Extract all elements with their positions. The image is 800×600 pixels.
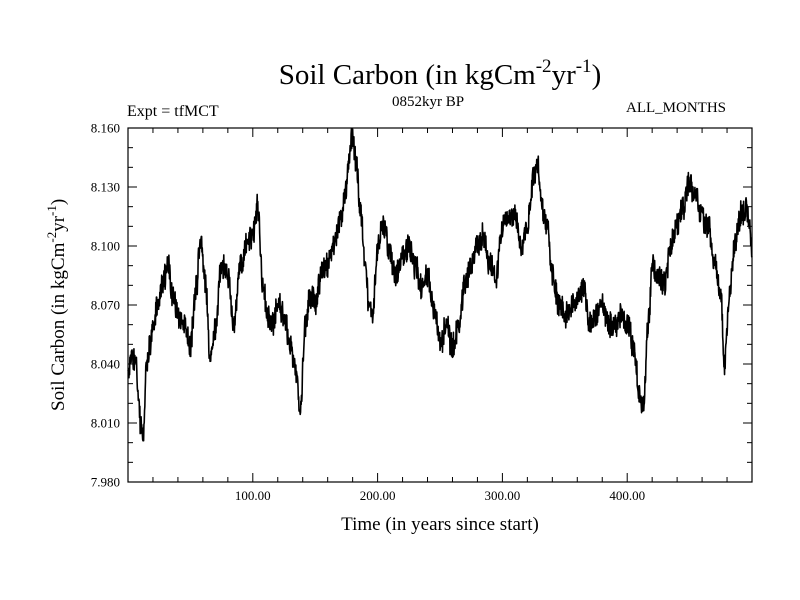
y-tick-label: 8.010 (91, 416, 120, 431)
chart-title: Soil Carbon (in kgCm-2yr-1) (278, 56, 602, 91)
x-axis-label: Time (in years since start) (341, 514, 539, 535)
x-tick-label: 100.00 (235, 488, 271, 503)
y-tick-label: 8.070 (91, 298, 120, 313)
plot-frame (127, 127, 753, 483)
y-tick-label: 8.100 (91, 239, 120, 254)
series-layer (127, 128, 753, 442)
y-tick-label: 8.160 (91, 121, 120, 136)
months-label: ALL_MONTHS (626, 100, 726, 116)
series-line-0 (127, 128, 753, 442)
y-tick-label: 8.040 (91, 357, 120, 372)
x-tick-label: 400.00 (609, 488, 645, 503)
x-tick-label: 200.00 (360, 488, 396, 503)
tick-layer: 100.00 200.00 300.00 400.00 7.980 8.010 8.040 8… (91, 121, 752, 503)
period-label: 0852kyr BP (392, 94, 465, 110)
y-tick-label: 8.130 (91, 180, 120, 195)
y-tick-label: 7.980 (91, 475, 120, 490)
experiment-label: Expt = tfMCT (127, 103, 219, 120)
x-tick-label: 300.00 (485, 488, 521, 503)
